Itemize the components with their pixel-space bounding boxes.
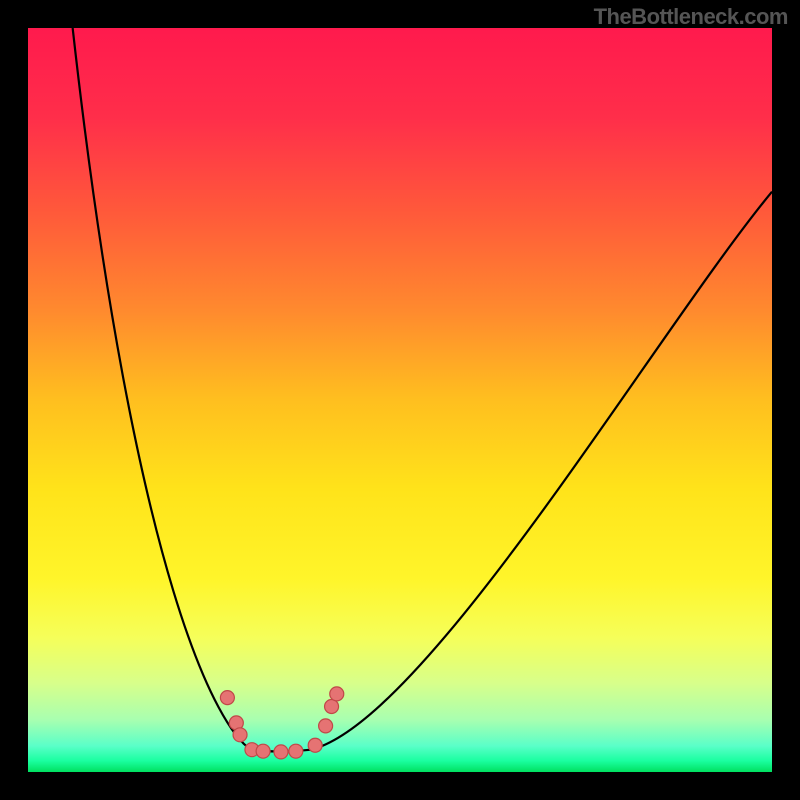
- data-marker: [330, 687, 344, 701]
- curve-layer: [28, 28, 772, 772]
- data-marker: [274, 745, 288, 759]
- data-marker: [233, 728, 247, 742]
- bottleneck-curve: [73, 28, 772, 752]
- chart-frame: TheBottleneck.com: [0, 0, 800, 800]
- data-marker: [325, 700, 339, 714]
- data-marker: [256, 744, 270, 758]
- data-marker: [308, 738, 322, 752]
- data-marker: [289, 744, 303, 758]
- watermark-text: TheBottleneck.com: [594, 4, 788, 30]
- plot-area: [28, 28, 772, 772]
- data-marker: [220, 691, 234, 705]
- data-marker: [319, 719, 333, 733]
